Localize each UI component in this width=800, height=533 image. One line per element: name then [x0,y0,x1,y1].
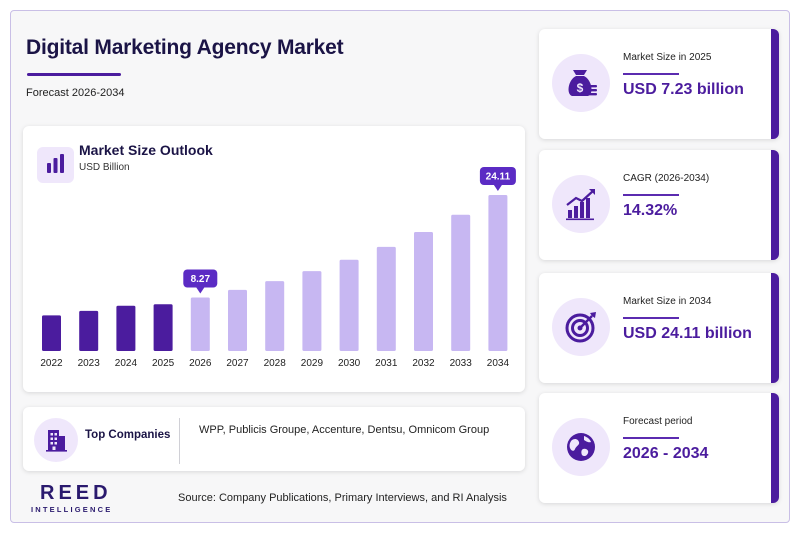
data-label-callout: 24.11 [479,167,516,191]
stat-value: USD 7.23 billion [623,81,744,98]
stat-value: USD 24.11 billion [623,325,752,342]
bar-2027 [228,289,247,351]
stat-value: 2026 - 2034 [623,445,709,462]
globe-icon [552,418,610,476]
x-tick-label: 2027 [226,358,249,369]
stat-label: Forecast period [623,416,693,427]
title-underline [27,73,121,76]
stat-divider [623,73,679,75]
brand-logo-subtitle: INTELLIGENCE [31,505,113,514]
stat-label: Market Size in 2025 [623,52,712,63]
companies-divider [179,418,180,464]
bar-2023 [79,310,99,351]
bar-chart: 2022 2023 2024 2025 2026 2027 2028 2029 2030 2031… [40,167,516,369]
page-title: Digital Marketing Agency Market [26,36,344,59]
svg-text:$: $ [577,81,584,95]
bar-2024 [116,305,136,351]
chart-unit: USD Billion [79,162,130,173]
stat-card-market-2025: $ Market Size in 2025 USD 7.23 billion [539,29,779,139]
chart-title: Market Size Outlook [79,142,213,158]
money-bag-icon: $ [552,54,610,112]
bar-chart-icon [37,147,74,183]
data-label-text: 24.11 [486,172,511,183]
x-tick-label: 2024 [115,358,138,369]
bar-2031 [376,246,396,351]
data-label-text: 8.27 [191,274,211,285]
bar-2025 [153,304,173,351]
bar-2032 [414,231,433,351]
bar-2026 [190,297,210,351]
x-tick-label: 2025 [152,358,175,369]
x-tick-label: 2028 [264,358,287,369]
x-tick-label: 2026 [189,358,212,369]
x-tick-label: 2034 [487,358,510,369]
bar-2029 [302,271,322,351]
stat-card-cagr: CAGR (2026-2034) 14.32% [539,150,779,260]
source-note: Source: Company Publications, Primary In… [178,492,507,504]
stat-card-forecast-period: Forecast period 2026 - 2034 [539,393,779,503]
companies-card [23,407,525,471]
x-tick-label: 2023 [78,358,101,369]
stat-label: Market Size in 2034 [623,296,712,307]
top-companies-label: Top Companies [85,429,171,441]
x-tick-label: 2022 [40,358,63,369]
target-icon [552,298,610,356]
x-tick-label: 2032 [412,358,435,369]
x-tick-label: 2029 [301,358,324,369]
bar-2030 [339,259,359,351]
x-tick-label: 2030 [338,358,361,369]
bar-2033 [451,214,471,351]
bar-2028 [265,281,285,351]
stat-label: CAGR (2026-2034) [623,173,710,184]
data-label-callout: 8.27 [183,269,218,294]
building-icon [34,418,78,462]
bar-2034 [488,195,508,351]
stat-card-market-2034: Market Size in 2034 USD 24.11 billion [539,273,779,383]
x-tick-label: 2033 [450,358,473,369]
page-subtitle: Forecast 2026-2034 [26,87,125,99]
stat-divider [623,437,679,439]
stat-divider [623,194,679,196]
bar-2022 [42,315,61,351]
stat-divider [623,317,679,319]
x-tick-label: 2031 [375,358,398,369]
stat-value: 14.32% [623,202,678,219]
growth-chart-icon [552,175,610,233]
brand-logo: REED [40,482,112,504]
top-companies-list: WPP, Publicis Groupe, Accenture, Dentsu,… [199,424,490,436]
